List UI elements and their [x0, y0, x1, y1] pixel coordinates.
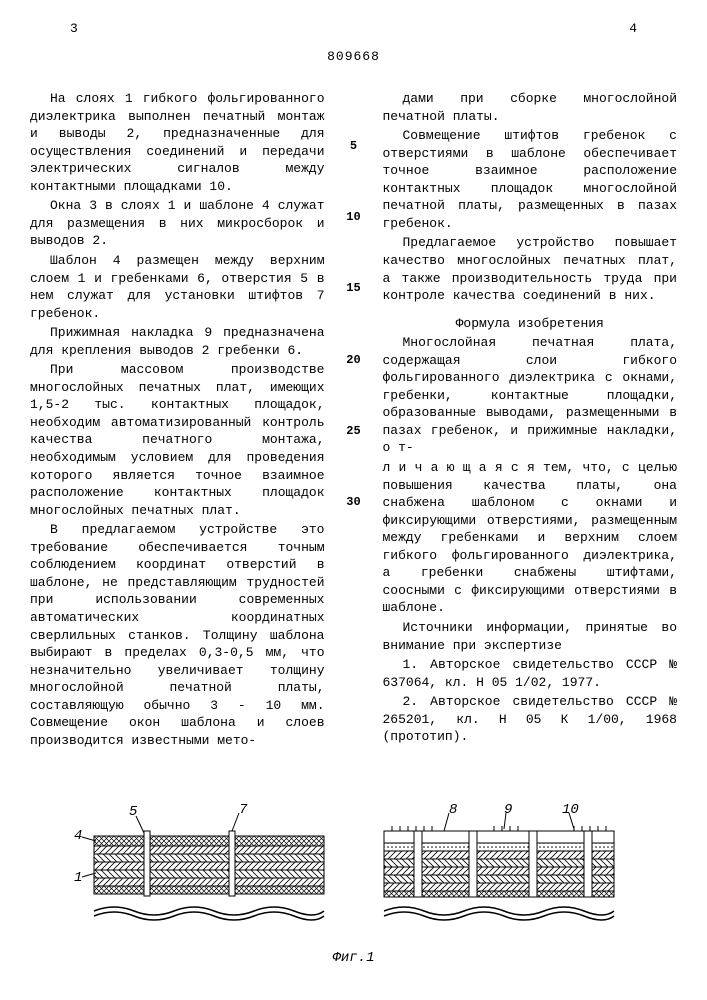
formula-title: Формула изобретения [383, 315, 678, 333]
para: дами при сборке многослойной печатной пл… [383, 90, 678, 125]
para: Предлагаемое устройство повышает качеств… [383, 234, 678, 304]
line-marker: 10 [346, 209, 360, 225]
para: Источники информации, принятые во вниман… [383, 619, 678, 654]
figure-svg: 5 7 8 9 10 4 1 [74, 801, 634, 941]
para: Многослойная печатная плата, содержащая … [383, 334, 678, 457]
figure-label: Фиг.1 [30, 949, 677, 968]
para: На слоях 1 гибкого фольгированного диэле… [30, 90, 325, 195]
line-marker: 20 [346, 352, 360, 368]
callout-4: 4 [74, 828, 82, 844]
line-marker: 30 [346, 494, 360, 510]
para: Прижимная накладка 9 предназначена для к… [30, 324, 325, 359]
para: В предлагаемом устройстве это требование… [30, 521, 325, 749]
callout-8: 8 [449, 802, 457, 818]
left-cross-section [94, 831, 324, 920]
para: 2. Авторское свидетельство СССР № 265201… [383, 693, 678, 746]
callout-7: 7 [239, 802, 248, 818]
right-cross-section [384, 826, 614, 920]
para: При массовом производстве многослойных п… [30, 361, 325, 519]
page-left: 3 [70, 20, 78, 38]
right-column: дами при сборке многослойной печатной пл… [383, 90, 678, 751]
para: л и ч а ю щ а я с я тем, что, с целью по… [383, 459, 678, 617]
page-right: 4 [629, 20, 637, 38]
line-number-gutter: 5 10 15 20 25 30 [345, 90, 363, 751]
line-marker: 5 [350, 138, 357, 154]
callout-5: 5 [129, 804, 138, 820]
left-column: На слоях 1 гибкого фольгированного диэле… [30, 90, 325, 751]
text-columns: На слоях 1 гибкого фольгированного диэле… [30, 90, 677, 751]
para: 1. Авторское свидетельство СССР № 637064… [383, 656, 678, 691]
callout-1: 1 [74, 870, 82, 886]
callout-9: 9 [504, 802, 512, 818]
document-number: 809668 [30, 48, 677, 66]
line-marker: 15 [346, 280, 360, 296]
para: Окна 3 в слоях 1 и шаблоне 4 служат для … [30, 197, 325, 250]
para: Совмещение штифтов гребенок с отверстиям… [383, 127, 678, 232]
line-marker: 25 [346, 423, 360, 439]
para: Шаблон 4 размещен между верхним слоем 1 … [30, 252, 325, 322]
figure-1: 5 7 8 9 10 4 1 Фиг.1 [30, 801, 677, 968]
callout-10: 10 [562, 802, 579, 818]
